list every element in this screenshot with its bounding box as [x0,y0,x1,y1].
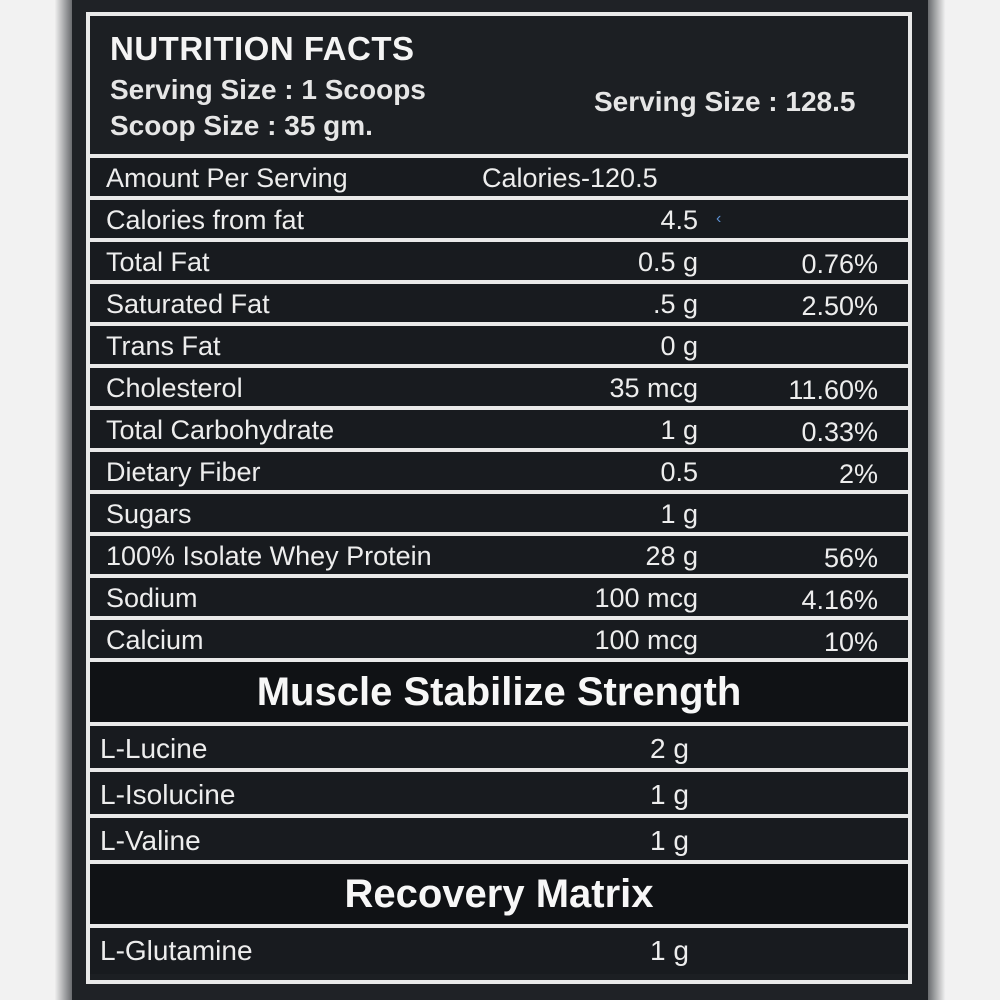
nutrient-label: Cholesterol [106,373,243,403]
nutrient-percent: 0.76% [801,249,878,279]
amino-amount: 1 g [650,935,689,966]
nutrient-label: Calories from fat [106,205,305,235]
nutrient-rows: Amount Per Serving Calories-120.5 Calori… [90,158,908,974]
section-title: Muscle Stabilize Strength [256,670,742,714]
nutrition-facts-table: NUTRITION FACTS Serving Size : 1 Scoops … [86,12,912,984]
nutrient-amount: 100 mcg [594,583,698,613]
amount-per-serving-row: Amount Per Serving Calories-120.5 [90,158,908,200]
nutrient-row-calories-from-fat: Calories from fat 4.5 ‹ [90,200,908,242]
amount-per-serving-label: Amount Per Serving [106,163,348,193]
serving-size-scoops: Serving Size : 1 Scoops [110,74,426,105]
nutrient-amount: 4.5 [660,205,698,235]
nutrient-row-trans-fat: Trans Fat 0 g [90,326,908,368]
nutrition-title: NUTRITION FACTS [110,30,415,67]
section-muscle-stabilize-strength: Muscle Stabilize Strength [90,662,908,726]
nutrient-percent: 4.16% [801,585,878,615]
nutrient-label: Trans Fat [106,331,221,361]
nutrient-percent: 2% [838,459,878,489]
nutrient-row-sugars: Sugars 1 g [90,494,908,536]
nutrient-label: Sugars [106,499,192,529]
nutrient-amount: 35 mcg [609,373,698,403]
amino-row-l-lucine: L-Lucine 2 g [90,726,908,772]
nutrient-row-dietary-fiber: Dietary Fiber 0.5 2% [90,452,908,494]
amino-row-l-valine: L-Valine 1 g [90,818,908,864]
nutrient-amount: 28 g [645,541,698,571]
section-title: Recovery Matrix [344,872,654,916]
nutrient-row-calcium: Calcium 100 mcg 10% [90,620,908,662]
nutrition-header: NUTRITION FACTS Serving Size : 1 Scoops … [90,16,908,158]
section-recovery-matrix: Recovery Matrix [90,864,908,928]
nutrient-percent: 2.50% [801,291,878,321]
nutrient-row-cholesterol: Cholesterol 35 mcg 11.60% [90,368,908,410]
serving-size-total: Serving Size : 128.5 [594,86,856,117]
nutrient-row-total-fat: Total Fat 0.5 g 0.76% [90,242,908,284]
nutrient-label: Saturated Fat [106,289,270,319]
nutrient-amount: 0.5 [660,457,698,487]
nutrient-amount: 0.5 g [637,247,698,277]
amino-amount: 2 g [650,733,689,764]
nutrient-row-total-carbohydrate: Total Carbohydrate 1 g 0.33% [90,410,908,452]
nutrient-label: Total Carbohydrate [106,415,335,445]
background-left [0,0,78,1000]
nutrient-amount: 0 g [660,331,698,361]
amino-amount: 1 g [650,825,689,856]
nutrient-label: 100% Isolate Whey Protein [106,541,432,571]
nutrient-row-saturated-fat: Saturated Fat .5 g 2.50% [90,284,908,326]
amino-label: L-Glutamine [100,935,253,966]
amino-amount: 1 g [650,779,689,810]
amino-row-l-glutamine: L-Glutamine 1 g [90,928,908,974]
scoop-size: Scoop Size : 35 gm. [110,110,373,141]
amino-label: L-Lucine [100,733,208,764]
background-right [922,0,1000,1000]
nutrient-label: Sodium [106,583,198,613]
nutrient-label: Calcium [106,625,204,655]
nutrient-amount: 1 g [660,415,698,445]
nutrient-label: Total Fat [106,247,210,277]
nutrient-amount: .5 g [652,289,698,319]
pen-mark-icon: ‹ [716,210,722,227]
nutrient-row-sodium: Sodium 100 mcg 4.16% [90,578,908,620]
nutrient-percent: 0.33% [801,417,878,447]
amino-row-l-isolucine: L-Isolucine 1 g [90,772,908,818]
nutrient-amount: 1 g [660,499,698,529]
nutrient-percent: 10% [823,627,878,657]
nutrient-percent: 11.60% [788,375,878,405]
nutrient-row-whey-protein: 100% Isolate Whey Protein 28 g 56% [90,536,908,578]
amino-label: L-Isolucine [100,779,236,810]
calories-value: Calories-120.5 [482,163,658,193]
amino-label: L-Valine [100,825,201,856]
nutrient-amount: 100 mcg [594,625,698,655]
nutrient-label: Dietary Fiber [106,457,261,487]
nutrient-percent: 56% [823,543,878,573]
